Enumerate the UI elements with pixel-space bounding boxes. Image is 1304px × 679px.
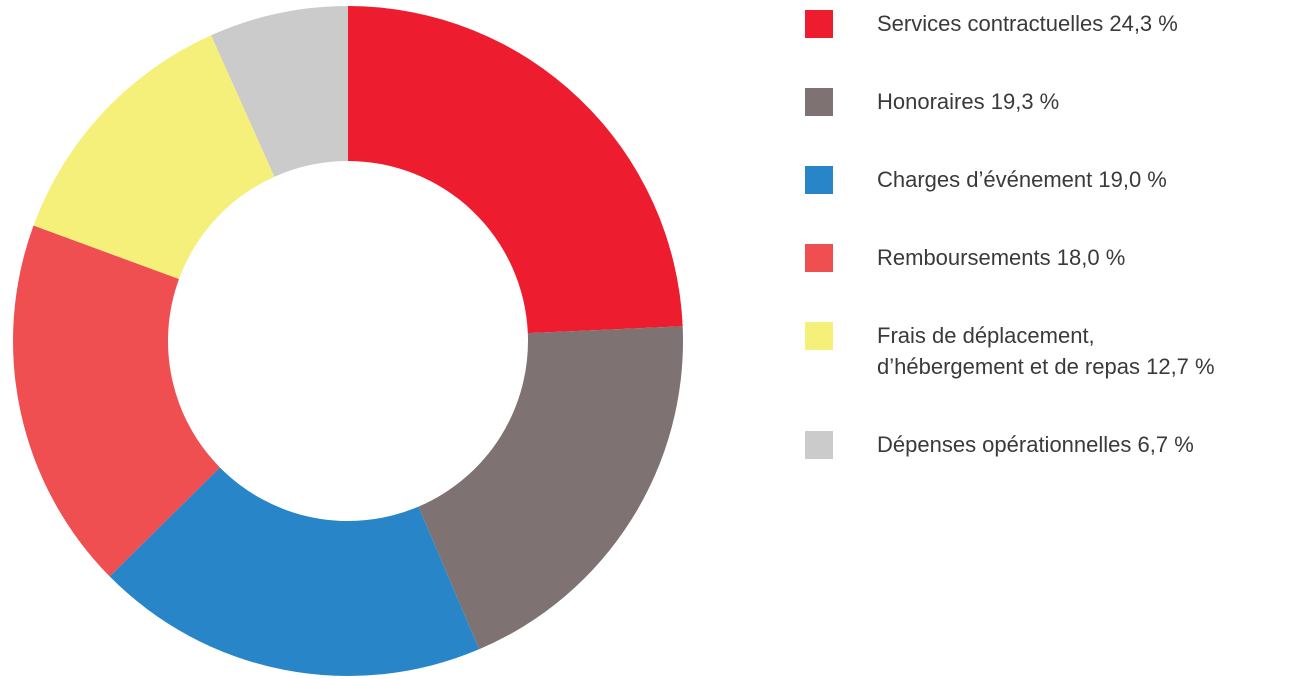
legend-swatch	[805, 244, 833, 272]
legend-value: 24,3 %	[1109, 11, 1178, 36]
legend-label: Remboursements 18,0 %	[877, 242, 1125, 273]
legend-swatch	[805, 88, 833, 116]
legend-label: Dépenses opérationnelles 6,7 %	[877, 429, 1194, 460]
legend-name: Charges d’événement	[877, 167, 1093, 192]
legend-swatch	[805, 431, 833, 459]
legend-item: Frais de déplacement, d’hébergement et d…	[805, 320, 1300, 382]
donut-slice	[12, 225, 220, 577]
legend-name: Dépenses opérationnelles	[877, 432, 1132, 457]
legend: Services contractuelles 24,3 % Honoraires…	[805, 8, 1300, 507]
donut-slice	[211, 6, 348, 177]
legend-item: Charges d’événement 19,0 %	[805, 164, 1300, 195]
legend-value: 19,0 %	[1098, 167, 1167, 192]
legend-item: Dépenses opérationnelles 6,7 %	[805, 429, 1300, 460]
legend-swatch	[805, 322, 833, 350]
legend-name: Frais de déplacement, d’hébergement et d…	[877, 323, 1140, 379]
donut-slice	[418, 326, 683, 650]
legend-value: 18,0 %	[1056, 245, 1126, 270]
donut-slice	[348, 6, 683, 334]
donut-slice	[33, 35, 275, 279]
legend-name: Honoraires	[877, 89, 985, 114]
legend-swatch	[805, 166, 833, 194]
legend-label: Honoraires 19,3 %	[877, 86, 1059, 117]
donut-slice	[109, 467, 480, 676]
legend-item: Remboursements 18,0 %	[805, 242, 1300, 273]
legend-value: 12,7 %	[1146, 354, 1215, 379]
legend-label: Services contractuelles 24,3 %	[877, 8, 1178, 39]
legend-value: 6,7 %	[1137, 432, 1194, 457]
legend-name: Services contractuelles	[877, 11, 1104, 36]
legend-name: Remboursements	[877, 245, 1051, 270]
legend-value: 19,3 %	[990, 89, 1060, 114]
legend-item: Honoraires 19,3 %	[805, 86, 1300, 117]
legend-item: Services contractuelles 24,3 %	[805, 8, 1300, 39]
legend-label: Charges d’événement 19,0 %	[877, 164, 1167, 195]
chart	[12, 6, 683, 676]
legend-label: Frais de déplacement, d’hébergement et d…	[877, 320, 1232, 382]
legend-swatch	[805, 10, 833, 38]
